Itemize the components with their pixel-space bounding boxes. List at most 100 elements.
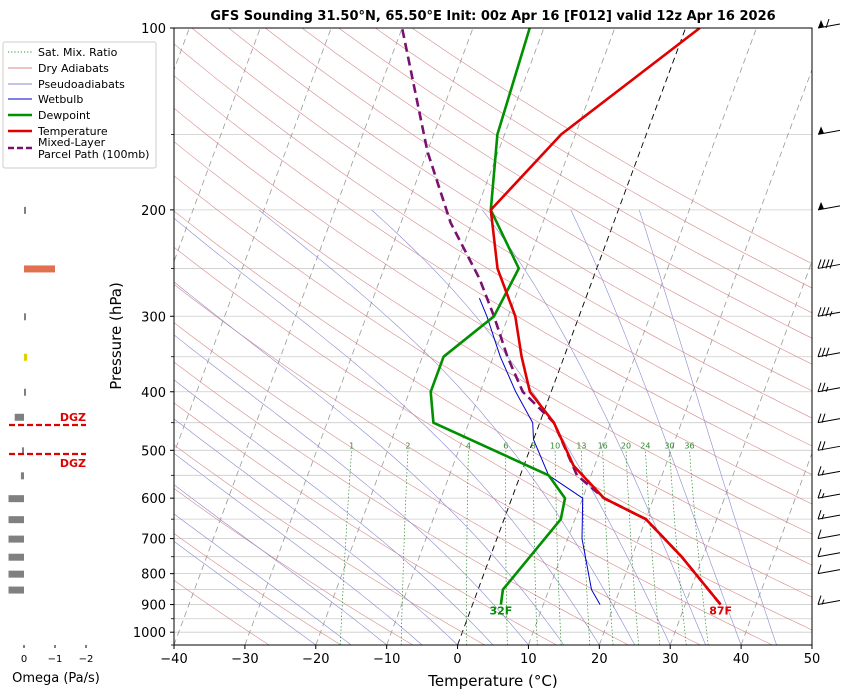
mixing-ratio-label: 16 bbox=[598, 441, 608, 450]
omega-bar bbox=[8, 553, 24, 561]
omega-bar bbox=[8, 570, 24, 578]
wind-barb bbox=[817, 564, 841, 575]
omega-bar bbox=[8, 535, 24, 543]
wind-barb-half bbox=[829, 311, 833, 317]
y-tick-label: 300 bbox=[141, 310, 166, 325]
y-tick-label: 500 bbox=[141, 444, 166, 459]
wind-barb bbox=[817, 307, 841, 317]
omega-bar bbox=[8, 495, 24, 503]
legend-box bbox=[2, 41, 157, 169]
legend-label: Temperature bbox=[37, 125, 108, 138]
legend: Sat. Mix. Ratio Dry Adiabats Pseudoadiabat… bbox=[2, 41, 157, 169]
dry-adiabat bbox=[265, 28, 812, 365]
wind-barb bbox=[817, 259, 841, 269]
omega-tick-label: 0 bbox=[21, 654, 27, 665]
wind-barb-half bbox=[821, 513, 825, 520]
wind-barb bbox=[817, 547, 841, 558]
dry-adiabat bbox=[174, 107, 812, 505]
zero-isotherm bbox=[457, 28, 687, 645]
pseudoadiabat bbox=[638, 209, 777, 645]
wind-barb-half bbox=[821, 599, 825, 605]
chart-title: GFS Sounding 31.50°N, 65.50°E Init: 00z … bbox=[210, 9, 775, 24]
wind-barb-shaft bbox=[817, 387, 841, 393]
wind-barb-shaft bbox=[817, 352, 841, 358]
omega-bar bbox=[24, 206, 26, 214]
legend-label: Mixed-Layer Parcel Path (100mb) bbox=[38, 136, 149, 161]
dgz-label-top: DGZ bbox=[60, 411, 86, 424]
wind-barb-full bbox=[829, 259, 834, 269]
pseudoadiabat bbox=[174, 452, 423, 645]
wind-barb-shaft bbox=[817, 311, 841, 317]
wind-barb-full bbox=[825, 259, 830, 269]
y-tick-label: 200 bbox=[141, 204, 166, 219]
wind-barb-full bbox=[821, 347, 826, 357]
omega-bar bbox=[8, 586, 24, 594]
wind-barb-full bbox=[817, 307, 822, 317]
wind-barb-full bbox=[817, 441, 822, 451]
wind-barb-shaft bbox=[817, 418, 841, 424]
mixing-ratio-label: 20 bbox=[621, 441, 631, 450]
mixing-ratio-line bbox=[400, 450, 409, 645]
pseudoadiabat bbox=[258, 209, 636, 645]
pseudoadiabat bbox=[174, 217, 600, 645]
mixing-ratio-line bbox=[645, 450, 661, 645]
omega-tick-label: −1 bbox=[48, 654, 63, 665]
wind-barbs bbox=[817, 18, 841, 606]
wind-barb-full bbox=[821, 382, 826, 392]
mixing-ratio-line bbox=[602, 450, 614, 645]
wind-barb bbox=[817, 529, 841, 540]
plot-frame bbox=[173, 27, 813, 646]
legend-label: Pseudoadiabats bbox=[38, 78, 125, 91]
wind-barb-full bbox=[817, 413, 822, 423]
wind-barb-full bbox=[817, 466, 822, 476]
y-tick-label: 700 bbox=[141, 533, 166, 548]
omega-panel: 0 −1 −2 Omega (Pa/s) DGZ DGZ bbox=[8, 206, 100, 686]
omega-bar bbox=[24, 265, 55, 273]
legend-label: Sat. Mix. Ratio bbox=[38, 46, 118, 59]
wind-barb-half bbox=[821, 492, 825, 499]
dry-adiabat bbox=[338, 28, 812, 314]
profile-lines bbox=[400, 28, 722, 606]
dry-adiabat bbox=[174, 175, 812, 566]
omega-bar bbox=[24, 313, 26, 321]
dry-adiabat bbox=[191, 28, 812, 419]
wind-barb-full bbox=[817, 547, 822, 557]
series-wetbulb bbox=[478, 298, 601, 605]
y-tick-label: 1000 bbox=[133, 626, 166, 641]
mixing-ratio-line bbox=[689, 450, 709, 645]
wind-barb-flag bbox=[818, 126, 824, 135]
dry-adiabat bbox=[174, 533, 342, 645]
wind-barb-full bbox=[817, 259, 822, 269]
omega-tick-label: −2 bbox=[79, 654, 94, 665]
x-axis-label: Temperature (°C) bbox=[427, 672, 557, 690]
wind-barb-shaft bbox=[817, 600, 841, 606]
omega-bar bbox=[14, 413, 24, 421]
x-tick-label: −30 bbox=[231, 652, 258, 667]
isotherm-line bbox=[598, 68, 812, 645]
mixing-ratio-line bbox=[669, 450, 687, 645]
wind-barb-shaft bbox=[817, 569, 841, 575]
wind-barb-shaft bbox=[817, 470, 841, 476]
y-tick-label: 600 bbox=[141, 492, 166, 507]
pseudoadiabat bbox=[174, 513, 352, 645]
wind-barb-half bbox=[821, 470, 825, 476]
series-temperature bbox=[489, 28, 722, 606]
isotherm-line bbox=[669, 260, 812, 645]
dry-adiabat bbox=[228, 28, 812, 392]
x-tick-label: 30 bbox=[662, 652, 679, 667]
x-tick-label: −10 bbox=[373, 652, 400, 667]
wind-barb-full bbox=[817, 347, 822, 357]
wind-barb bbox=[817, 201, 841, 211]
pseudoadiabat bbox=[174, 334, 529, 645]
dry-adiabat bbox=[174, 210, 812, 598]
legend-label: Wetbulb bbox=[38, 93, 83, 106]
x-tick-label: −20 bbox=[302, 652, 329, 667]
pseudoadiabat bbox=[174, 281, 565, 645]
mixing-ratio-line bbox=[532, 450, 538, 645]
mixing-ratio-label: 36 bbox=[684, 441, 694, 450]
wind-barb-full bbox=[821, 413, 826, 423]
dgz-label-bottom: DGZ bbox=[60, 457, 86, 470]
wind-barb-shaft bbox=[817, 445, 841, 451]
